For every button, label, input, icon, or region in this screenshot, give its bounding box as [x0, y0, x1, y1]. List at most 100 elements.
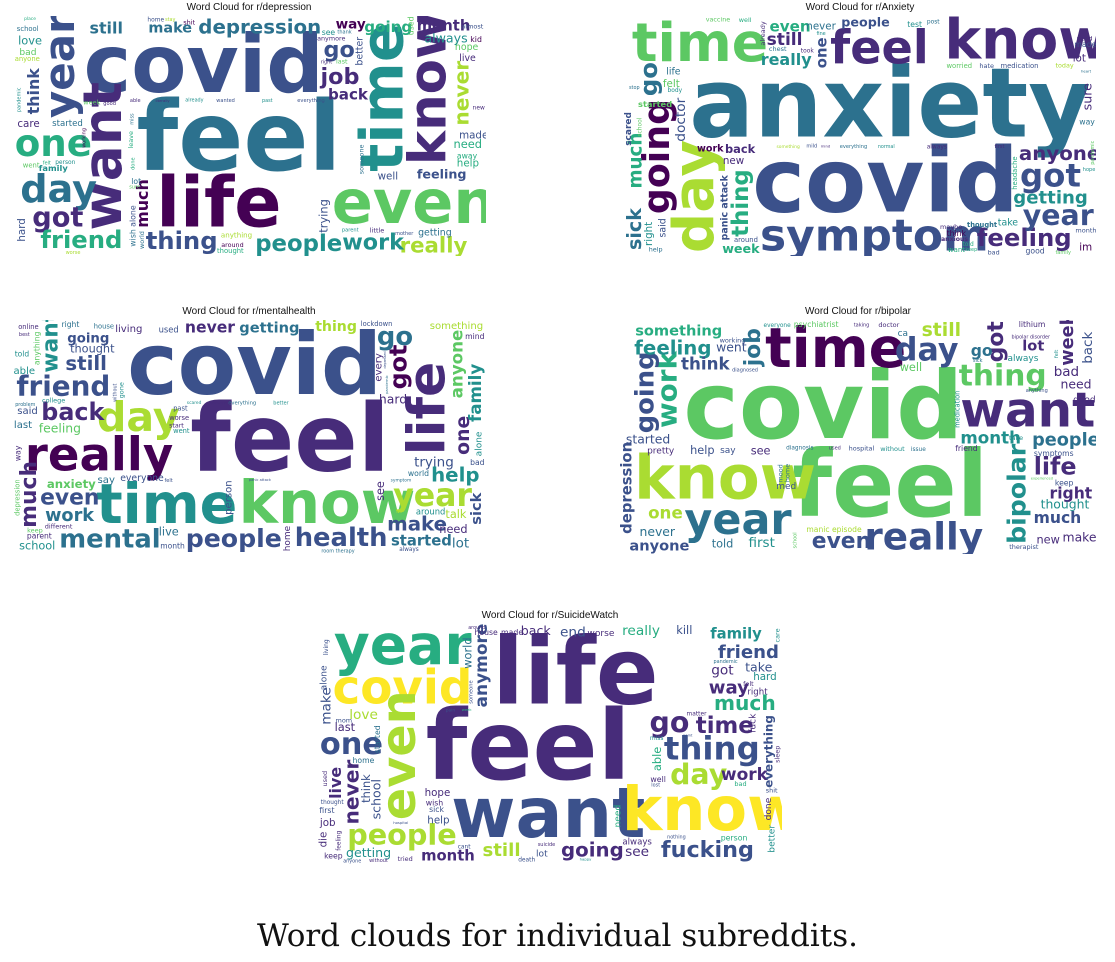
cloud-word: say	[720, 446, 736, 456]
cloud-word: want	[38, 320, 63, 373]
cloud-word: need	[1077, 34, 1093, 42]
cloud-word: one	[813, 37, 830, 68]
cloud-word: need	[454, 137, 482, 151]
cloud-word: home	[784, 464, 792, 482]
cloud-word: working	[720, 336, 746, 344]
cloud-word: death	[518, 858, 535, 864]
cloud-word: depression	[620, 442, 636, 534]
cloud-word: told	[963, 242, 975, 248]
cloud-word: month	[417, 18, 471, 35]
cloud-word: go	[634, 62, 663, 96]
cloud-word: feel	[830, 20, 929, 74]
cloud-word: feeling	[39, 420, 81, 435]
cloud-word: always	[927, 144, 947, 150]
cloud-word: right	[62, 320, 80, 329]
cloud-word: new	[1037, 533, 1060, 546]
cloud-word: im	[1079, 242, 1092, 254]
cloud-word: want	[960, 383, 1095, 439]
cloud-word: around	[221, 241, 243, 249]
cloud-word: stay	[165, 17, 175, 23]
cloud-word: take	[745, 660, 772, 675]
cloud-word: never	[185, 320, 235, 337]
cloud-word: without	[113, 383, 119, 401]
cloud-word: hard	[379, 392, 407, 407]
cloud-word: much	[626, 133, 647, 189]
cloud-word: thought	[967, 221, 998, 229]
cloud-word: trying	[317, 199, 331, 233]
cloud-word: better	[768, 825, 778, 853]
cloud-word: psychiatrist	[794, 320, 839, 329]
cloud-word: job	[319, 817, 336, 829]
cloud-word: life	[1034, 452, 1077, 480]
cloud-word: miss	[129, 113, 135, 125]
cloud-word: never	[806, 21, 836, 33]
cloud-word: made	[459, 130, 486, 142]
cloud-word: back	[725, 142, 756, 156]
cloud-word: much	[133, 179, 152, 228]
cloud-word: family	[710, 626, 762, 643]
cloud-word: going	[561, 838, 624, 861]
cloud-word: day	[895, 332, 959, 368]
cloud-word: anything	[221, 231, 252, 240]
cloud-word: job	[320, 64, 360, 90]
cloud-word: got	[32, 203, 83, 234]
cloud-word: experienced	[1031, 477, 1053, 481]
cloud-word: bipolar	[1003, 443, 1032, 544]
panel-title: Word Cloud for r/bipolar	[805, 306, 911, 317]
cloud-word: fucking	[661, 837, 754, 863]
cloud-word: well	[378, 171, 398, 183]
cloud-word: year	[393, 478, 472, 514]
cloud-word: world	[408, 469, 429, 478]
cloud-word: see	[322, 28, 336, 37]
cloud-word: bad	[988, 248, 1000, 256]
cloud-word: anyone	[343, 859, 361, 864]
cloud-word: anymore	[472, 624, 492, 708]
cloud-word: someone	[358, 145, 366, 175]
cloud-word: done	[130, 157, 136, 169]
cloud-word: getting	[346, 845, 391, 860]
cloud-word: life	[492, 624, 658, 726]
cloud-word: past	[262, 98, 273, 104]
cloud-word: felt	[43, 160, 51, 166]
cloud-word: go	[971, 342, 993, 360]
cloud-word: better	[273, 400, 289, 406]
cloud-word: everything	[297, 98, 325, 104]
cloud-word: able	[650, 747, 664, 771]
cloud-word: sick	[429, 805, 444, 814]
cloud-word: time	[632, 16, 768, 74]
cloud-word: got	[1020, 157, 1081, 195]
cloud-word: going	[67, 332, 109, 347]
cloud-word: thought	[321, 800, 345, 806]
cloud-word: thing	[146, 226, 218, 255]
cloud-word: always	[399, 547, 419, 553]
cloud-word: worse	[169, 414, 189, 422]
cloud-word: way	[709, 678, 749, 699]
cloud-word: literally	[156, 98, 171, 103]
cloud-word: alone	[475, 431, 485, 456]
cloud-word: still	[90, 18, 123, 37]
cloud-word: first	[319, 806, 334, 815]
cloud-word: diagnosed	[732, 367, 758, 373]
cloud-word: say	[98, 475, 115, 486]
cloud-word: said	[17, 406, 38, 417]
cloud-word: feel	[190, 385, 390, 494]
cloud-word: go	[377, 322, 413, 352]
cloud-word: right	[1050, 485, 1093, 503]
cloud-word: thought	[1041, 497, 1090, 512]
cloud-word: pretty	[647, 447, 675, 457]
cloud-word: got	[711, 662, 734, 678]
cloud-word: room therapy	[321, 548, 354, 554]
cloud-word: tried	[398, 855, 413, 863]
cloud-word: went	[716, 340, 747, 355]
cloud-word: covid	[127, 320, 382, 415]
cloud-word: need	[1061, 377, 1092, 392]
cloud-word: even	[40, 486, 99, 511]
cloud-word: parent	[27, 532, 52, 541]
cloud-word: started	[391, 532, 452, 549]
cloud-word: sure	[1080, 83, 1095, 110]
cloud-word: life	[397, 362, 457, 456]
cloud-word: going	[635, 99, 678, 214]
cloud-word: make	[318, 687, 334, 725]
cloud-word: normal	[878, 144, 895, 150]
